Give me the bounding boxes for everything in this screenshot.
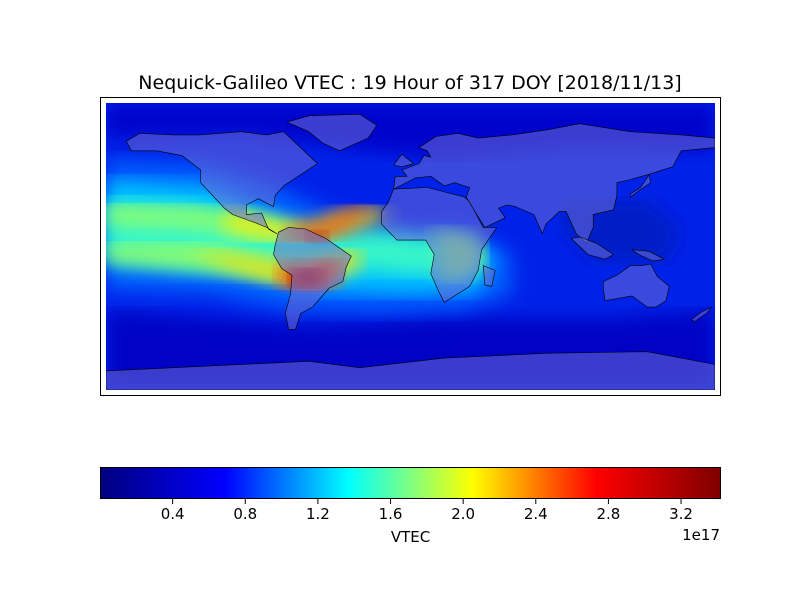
colorbar-ticks [172, 499, 682, 504]
south-america [273, 227, 352, 330]
colorbar-tick-label: 2.0 [451, 505, 476, 523]
colorbar [100, 467, 721, 499]
british-isles [393, 153, 415, 168]
new-guinea [631, 249, 665, 262]
colorbar-tick-label: 3.2 [669, 505, 693, 523]
indonesia [570, 236, 614, 260]
north-america [125, 131, 318, 234]
map-title: Nequick-Galileo VTEC : 19 Hour of 317 DO… [138, 72, 682, 94]
colorbar-multiplier: 1e17 [682, 526, 720, 544]
vtec-map [106, 103, 715, 390]
continents [106, 113, 715, 390]
madagascar [482, 265, 496, 287]
greenland [286, 113, 378, 152]
colorbar-tick-label: 2.8 [596, 505, 621, 523]
colorbar-tick-label: 1.6 [378, 505, 403, 523]
colorbar-label: VTEC [390, 528, 431, 546]
eurasia [393, 123, 715, 244]
colorbar-tick-label: 2.4 [523, 505, 548, 523]
colorbar-tick-label: 0.8 [233, 505, 258, 523]
map-frame [100, 97, 721, 396]
japan [630, 174, 652, 198]
antarctica [106, 351, 715, 390]
australia [602, 263, 670, 308]
new-zealand [690, 306, 712, 322]
colorbar-tick-label: 0.4 [160, 505, 185, 523]
colorbar-tick-label: 1.2 [305, 505, 330, 523]
